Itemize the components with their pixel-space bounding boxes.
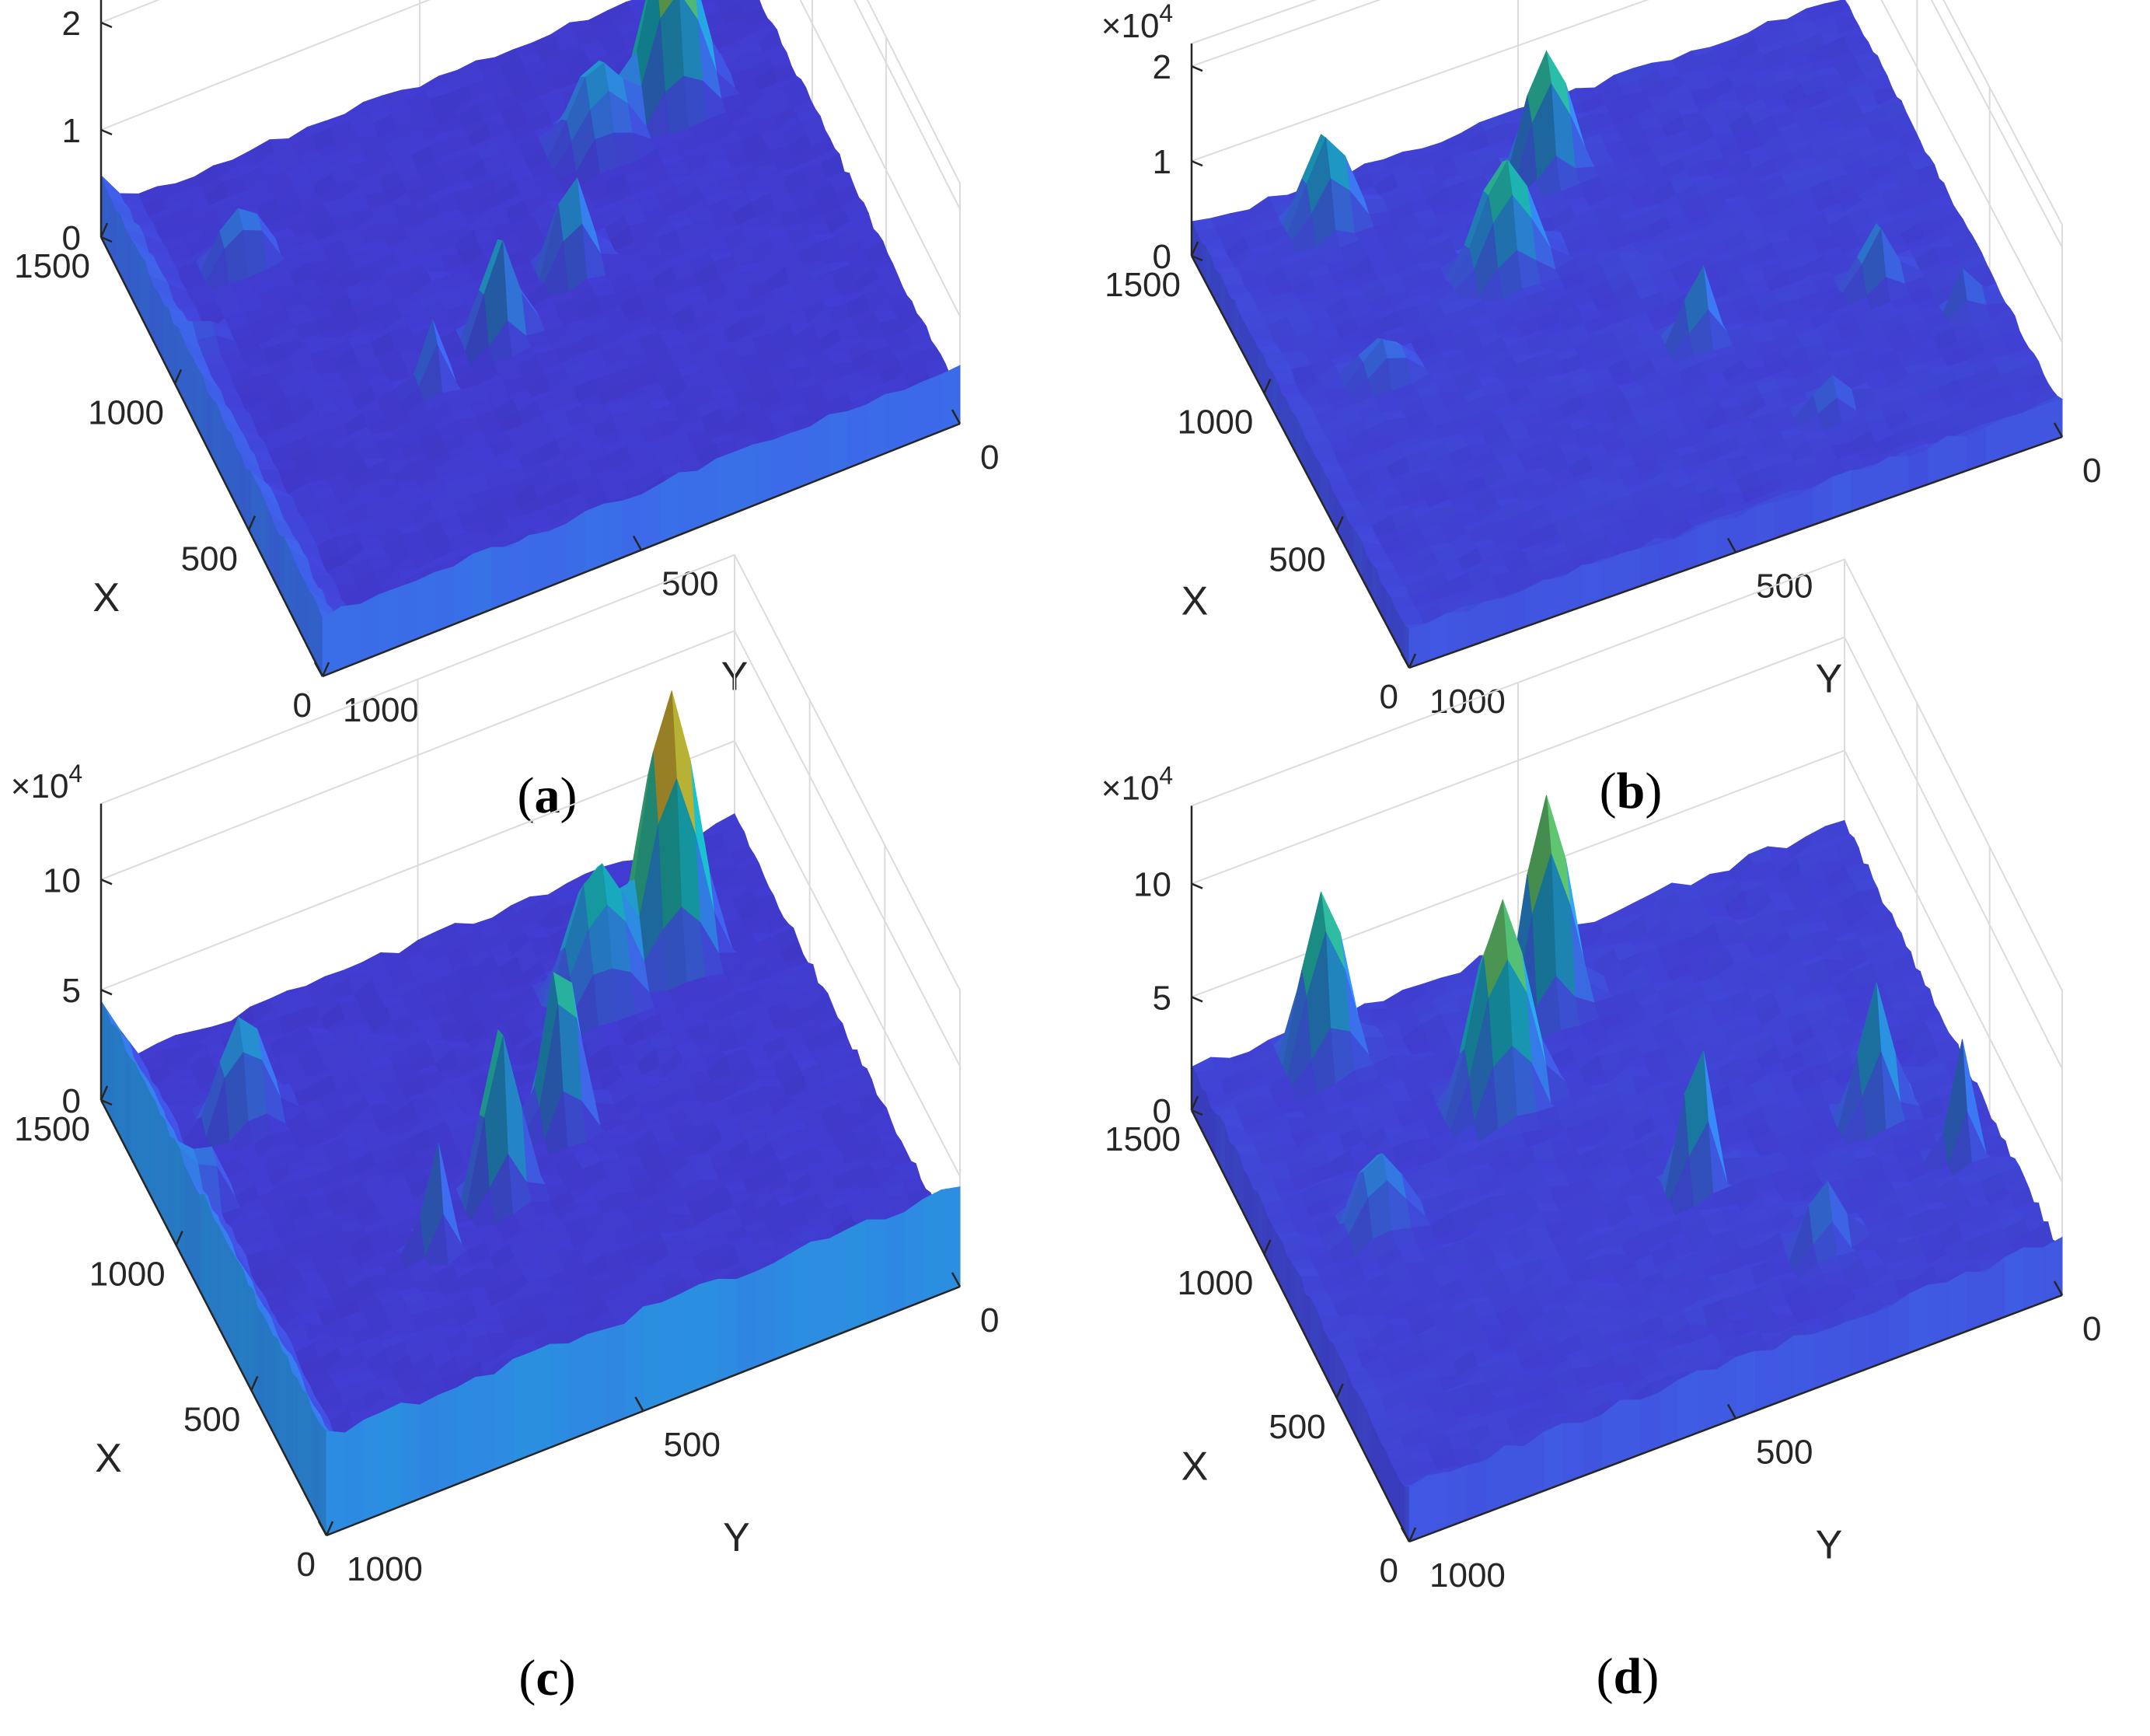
panel-caption: (d) — [1597, 1648, 1660, 1705]
x-tick-label: 1500 — [1105, 1120, 1181, 1158]
x-axis-label: X — [1181, 579, 1209, 624]
x-tick-label: 0 — [1380, 1552, 1398, 1590]
x-tick-label: 500 — [1269, 540, 1325, 578]
x-tick-label: 500 — [181, 540, 238, 578]
z-exponent-label: ×104 — [1101, 761, 1173, 807]
panel-caption: (a) — [518, 767, 578, 824]
z-tick-label: 0 — [62, 1082, 81, 1120]
y-tick-label: 0 — [980, 1301, 999, 1340]
surface-plot — [1191, 0, 2063, 630]
z-tick-label: 2 — [62, 5, 81, 43]
y-tick-label: 1000 — [347, 1550, 423, 1588]
x-tick-label: 1000 — [1177, 1264, 1253, 1302]
x-tick-label: 500 — [1269, 1408, 1325, 1446]
y-tick-label: 500 — [664, 1426, 721, 1464]
panel-caption: (c) — [518, 1650, 575, 1706]
x-tick-label: 1000 — [1177, 403, 1253, 442]
y-axis-label: Y — [1816, 657, 1843, 702]
x-tick-label: 0 — [297, 1546, 316, 1584]
surface-plot — [100, 0, 961, 622]
z-tick-label: 0 — [1153, 1092, 1171, 1130]
z-tick-label: 2 — [1153, 48, 1171, 86]
z-tick-label: 5 — [1153, 979, 1171, 1017]
x-axis-label: X — [1181, 1444, 1209, 1489]
y-tick-label: 500 — [1756, 568, 1813, 606]
z-tick-label: 1 — [1153, 143, 1171, 181]
x-axis-line — [99, 236, 324, 677]
x-tick-label: 1000 — [89, 1256, 166, 1294]
x-axis-line — [1190, 1109, 1411, 1542]
y-tick-label: 0 — [2082, 452, 2101, 490]
z-exponent-label: ×104 — [11, 760, 82, 805]
y-tick-label: 0 — [2082, 1310, 2101, 1348]
z-tick-label: 0 — [1153, 238, 1171, 276]
y-tick-label: 1000 — [1429, 1556, 1506, 1595]
y-axis-label: Y — [1816, 1523, 1843, 1568]
x-axis-line — [1190, 255, 1411, 669]
x-tick-label: 1500 — [1105, 266, 1181, 304]
z-tick-label: 1 — [62, 112, 81, 150]
x-tick-label: 0 — [1380, 678, 1398, 716]
x-axis-label: X — [92, 575, 120, 620]
y-tick-label: 500 — [1756, 1434, 1813, 1472]
y-tick-label: 500 — [661, 565, 718, 603]
x-tick-label: 1500 — [14, 1110, 90, 1148]
x-tick-label: 0 — [293, 686, 312, 725]
y-axis-label: Y — [723, 1515, 750, 1560]
x-axis-label: X — [95, 1436, 122, 1481]
z-tick-label: 10 — [43, 861, 81, 899]
y-tick-label: 0 — [980, 438, 999, 477]
x-tick-label: 1500 — [14, 247, 90, 285]
surface-skirt — [1191, 1066, 2063, 1542]
surface-plot — [1191, 795, 2063, 1488]
x-axis-line — [99, 1099, 328, 1536]
y-tick-label: 1000 — [343, 691, 419, 729]
z-tick-label: 0 — [62, 219, 81, 257]
x-tick-label: 500 — [183, 1400, 240, 1438]
z-tick-label: 5 — [62, 972, 81, 1010]
panel-caption: (b) — [1600, 763, 1663, 819]
z-exponent-label: ×104 — [1101, 0, 1173, 45]
z-tick-label: 10 — [1133, 866, 1171, 904]
x-tick-label: 1000 — [88, 393, 164, 431]
